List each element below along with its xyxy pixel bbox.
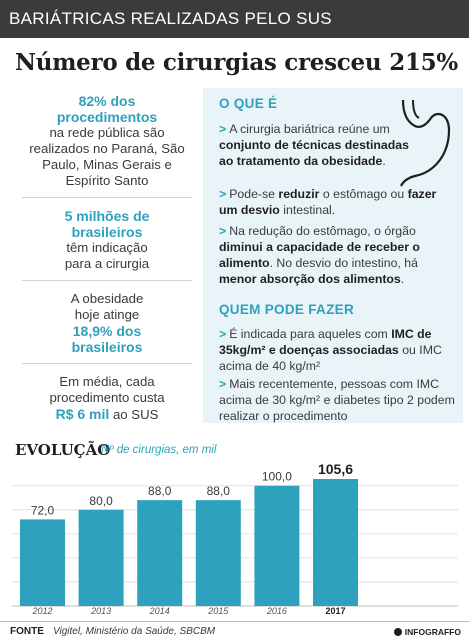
item-text: . — [400, 272, 405, 286]
evolution-bar-chart: 72,0 2012 80,0 2013 88,0 2014 88,0 2015 100,0 201… — [12, 461, 458, 616]
item-text: o estômago ou — [322, 187, 405, 201]
arrow-icon: > — [219, 224, 227, 238]
info-panel: O QUE É > A cirurgia bariátrica reúne um … — [203, 88, 463, 423]
bar-2015 — [195, 500, 241, 606]
arrow-icon: > — [219, 327, 227, 341]
top-bar-title: BARIÁTRICAS REALIZADAS PELO SUS — [9, 9, 332, 28]
left-stats-column: 82% dos procedimentos na rede pública sã… — [12, 88, 202, 423]
item-bold: fazer um desvio — [219, 187, 437, 217]
footer-divider — [0, 621, 469, 622]
brand-name: INFOGRAFFO — [404, 627, 461, 637]
stat-procedures: 82% dos procedimentos na rede pública sã… — [12, 88, 202, 197]
info-item-definition: > A cirurgia bariátrica reúne um conjunto… — [219, 121, 414, 169]
item-bold: conjunto de técnicas destinadas ao trata… — [219, 138, 409, 168]
item-text: Mais recentemente, pessoas com IMC acima… — [219, 377, 455, 423]
x-tick-label-2015: 2015 — [207, 606, 229, 616]
arrow-icon: > — [219, 377, 227, 391]
stat-eligible-highlight: 5 milhões de brasileiros — [64, 208, 150, 240]
item-bold: menor absorção dos alimentos — [219, 272, 401, 286]
arrow-icon: > — [219, 187, 227, 201]
x-tick-label-2012: 2012 — [31, 606, 52, 616]
info-item-methods: > Pode-se reduzir o estômago ou fazer um … — [219, 186, 455, 218]
bar-2014 — [137, 500, 183, 606]
headline-text: Número de cirurgias cresceu — [15, 49, 382, 76]
data-label-2012: 72,0 — [31, 503, 55, 517]
x-tick-label-2017: 2017 — [325, 606, 345, 616]
divider — [22, 197, 192, 198]
source-label: FONTE — [10, 626, 44, 637]
chart-subtitle: Nº de cirurgias, em mil — [101, 444, 217, 456]
chart-title: EVOLUÇÃO — [15, 441, 111, 459]
info-item-effects: > Na redução do estômago, o órgão diminui… — [219, 223, 455, 287]
stat-procedures-text: na rede pública são realizados no Paraná… — [29, 125, 185, 188]
data-label-2016: 100,0 — [262, 470, 292, 484]
stomach-icon — [400, 99, 451, 187]
stat-cost-text: Em média, cada procedimento custa — [49, 374, 165, 405]
data-label-2013: 80,0 — [89, 494, 113, 508]
bar-2017 — [313, 479, 358, 606]
stat-cost-highlight: R$ 6 mil — [55, 406, 110, 422]
item-bold: reduzir — [278, 187, 320, 201]
item-bold: diminui a capacidade de receber o alimen… — [219, 240, 420, 270]
top-bar: BARIÁTRICAS REALIZADAS PELO SUS — [0, 0, 469, 38]
brand-logo: INFOGRAFFO — [393, 627, 461, 637]
stat-obesity-text: A obesidade hoje atinge — [70, 291, 144, 322]
stat-cost: Em média, cada procedimento custa R$ 6 m… — [12, 364, 202, 423]
data-label-2017: 105,6 — [318, 461, 353, 477]
stat-cost-line: R$ 6 mil ao SUS — [12, 406, 202, 423]
section-title-o-que-e: O QUE É — [219, 96, 278, 111]
x-tick-label-2013: 2013 — [90, 606, 111, 616]
item-text: intestinal. — [283, 203, 336, 217]
bar-2016 — [254, 485, 300, 606]
stat-eligible-text: têm indicação para a cirurgia — [64, 240, 150, 271]
brand-dot-icon — [393, 628, 402, 636]
arrow-icon: > — [219, 122, 227, 136]
bar-2012 — [20, 519, 65, 606]
item-bold: IMC de 35kg/m² e doenças associadas — [219, 327, 432, 357]
headline: Número de cirurgias cresceu 215% — [15, 49, 458, 76]
stat-obesity: A obesidade hoje atinge 18,9% dos brasil… — [12, 281, 202, 363]
source-text: Vigitel, Ministério da Saúde, SBCBM — [53, 626, 216, 637]
info-item-imc: > É indicada para aqueles com IMC de 35kg… — [219, 326, 455, 374]
item-text: . — [382, 154, 386, 168]
bar-2013 — [78, 509, 124, 606]
stat-procedures-highlight: 82% dos procedimentos — [56, 93, 158, 125]
item-text: . No desvio do intestino, há — [269, 256, 418, 270]
item-text: Pode-se — [229, 187, 275, 201]
data-label-2014: 88,0 — [148, 484, 172, 498]
data-label-2015: 88,0 — [207, 484, 231, 498]
stat-obesity-highlight: 18,9% dos brasileiros — [71, 323, 143, 355]
divider — [22, 280, 192, 281]
headline-percent: 215% — [389, 49, 458, 76]
x-tick-label-2014: 2014 — [149, 606, 170, 616]
item-text: ou IMC acima de 40 kg/m² — [219, 343, 442, 373]
item-text: É indicada para aqueles com — [229, 327, 388, 341]
item-text: A cirurgia bariátrica reúne um — [229, 122, 390, 136]
item-text: Na redução do estômago, o órgão — [229, 224, 416, 238]
divider — [22, 363, 192, 364]
info-item-diabetes: > Mais recentemente, pessoas com IMC acim… — [219, 376, 455, 424]
stat-cost-suffix: ao SUS — [112, 407, 159, 422]
section-title-quem-pode-fazer: QUEM PODE FAZER — [219, 302, 355, 317]
stat-brazilians-eligible: 5 milhões de brasileiros têm indicação p… — [12, 198, 202, 280]
x-tick-label-2016: 2016 — [266, 606, 287, 616]
